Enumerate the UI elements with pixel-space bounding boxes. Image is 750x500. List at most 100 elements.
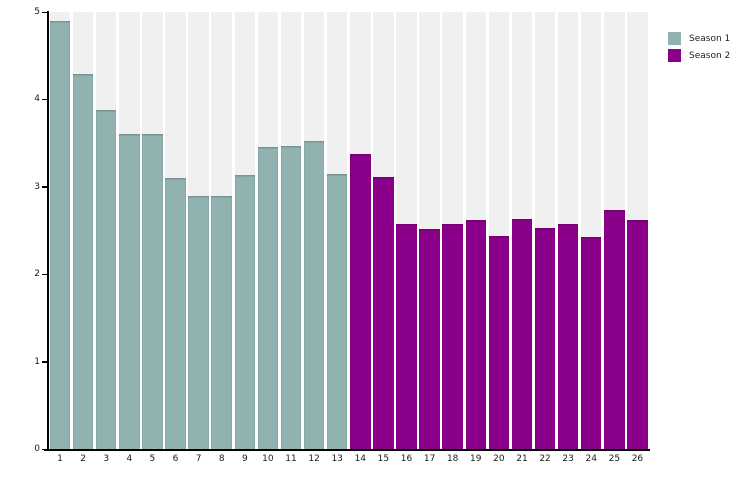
bar-episode-1-season-1 [49, 20, 71, 449]
x-tick-label: 7 [195, 454, 202, 464]
bar-episode-17-season-2 [419, 228, 440, 449]
bar-episode-2-season-1 [72, 74, 94, 449]
category-band [627, 12, 648, 449]
bar-episode-18-season-2 [442, 224, 463, 449]
y-tick-mark [42, 98, 47, 101]
x-tick-label: 2 [80, 454, 86, 464]
bar-episode-11-season-1 [280, 145, 302, 449]
bar-episode-24-season-2 [581, 236, 602, 449]
x-tick-label: 26 [631, 454, 644, 464]
category-band [442, 12, 463, 449]
y-tick-label: 5 [34, 7, 40, 17]
y-tick-label: 2 [34, 269, 40, 280]
bar-episode-9-season-1 [234, 174, 256, 449]
x-tick-label: 24 [585, 454, 597, 464]
category-band [557, 12, 579, 449]
y-tick-mark [42, 273, 47, 276]
category-band [72, 12, 94, 449]
y-axis-line [47, 11, 49, 449]
x-tick-label: 14 [354, 454, 367, 464]
category-band [211, 12, 232, 449]
bar-episode-21-season-2 [511, 219, 533, 449]
x-tick-label: 22 [539, 454, 551, 464]
bar-episode-12-season-1 [303, 141, 325, 449]
category-band [419, 12, 440, 449]
bar-episode-7-season-1 [188, 195, 209, 449]
legend-item: Season 1 [668, 30, 730, 47]
bar-episode-5-season-1 [142, 134, 163, 449]
category-band [234, 12, 256, 449]
y-tick-mark [42, 448, 47, 450]
bar-episode-19-season-2 [465, 220, 486, 449]
x-tick-label: 9 [241, 454, 248, 464]
x-tick-label: 21 [516, 454, 528, 464]
x-tick-label: 4 [126, 454, 133, 464]
bar-episode-4-season-1 [119, 133, 140, 449]
x-tick-label: 23 [562, 454, 574, 464]
x-tick-label: 15 [377, 454, 390, 464]
legend-label: Season 1 [689, 33, 731, 44]
category-band [280, 12, 302, 449]
x-tick-label: 12 [308, 454, 320, 464]
category-band [257, 12, 279, 449]
category-band [465, 12, 486, 449]
bar-episode-8-season-1 [211, 195, 232, 449]
legend-swatch-icon [668, 32, 681, 45]
x-tick-label: 6 [172, 454, 179, 464]
bar-episode-10-season-1 [257, 147, 279, 449]
x-tick-label: 19 [470, 454, 482, 464]
category-band [95, 12, 117, 449]
bar-episode-14-season-2 [350, 154, 371, 449]
category-band [604, 12, 625, 449]
bar-episode-23-season-2 [557, 224, 579, 449]
bar-episode-16-season-2 [396, 223, 417, 449]
category-band [49, 12, 71, 449]
y-tick-label: 4 [34, 94, 40, 105]
y-tick-mark [42, 11, 47, 13]
x-tick-label: 3 [103, 454, 110, 464]
x-tick-label: 11 [285, 454, 297, 464]
x-tick-label: 18 [446, 454, 459, 464]
bar-episode-6-season-1 [165, 178, 186, 449]
legend-swatch-icon [668, 49, 681, 62]
bar-episode-26-season-2 [627, 220, 648, 449]
x-tick-label: 13 [331, 454, 343, 464]
x-tick-label: 1 [57, 454, 63, 464]
category-band [373, 12, 394, 449]
category-band [165, 12, 186, 449]
category-band [488, 12, 510, 449]
bar-episode-15-season-2 [373, 177, 394, 449]
category-band [119, 12, 140, 449]
legend-label: Season 2 [689, 50, 731, 61]
category-band [396, 12, 417, 449]
x-axis-line [44, 449, 650, 451]
y-tick-label: 3 [34, 181, 40, 192]
category-band [534, 12, 556, 449]
x-tick-label: 8 [218, 454, 225, 464]
x-tick-label: 20 [493, 454, 505, 464]
y-tick-mark [42, 361, 47, 363]
bar-episode-25-season-2 [604, 209, 625, 449]
category-band [326, 12, 348, 449]
bar-episode-22-season-2 [534, 227, 556, 449]
category-band [142, 12, 163, 449]
y-tick-mark [42, 186, 47, 188]
x-tick-label: 17 [423, 454, 436, 464]
x-tick-label: 5 [149, 454, 156, 464]
bar-episode-20-season-2 [488, 235, 510, 449]
category-band [303, 12, 325, 449]
category-band [188, 12, 209, 449]
x-tick-label: 16 [400, 454, 413, 464]
legend-item: Season 2 [668, 47, 730, 64]
category-band [511, 12, 533, 449]
x-tick-label: 10 [262, 454, 274, 464]
category-band [581, 12, 602, 449]
bar-episode-3-season-1 [95, 109, 117, 449]
bar-episode-13-season-1 [326, 173, 348, 449]
x-tick-label: 25 [608, 454, 621, 464]
legend: Season 1 Season 2 [668, 30, 730, 64]
category-band [350, 12, 371, 449]
y-tick-label: 0 [34, 444, 40, 454]
